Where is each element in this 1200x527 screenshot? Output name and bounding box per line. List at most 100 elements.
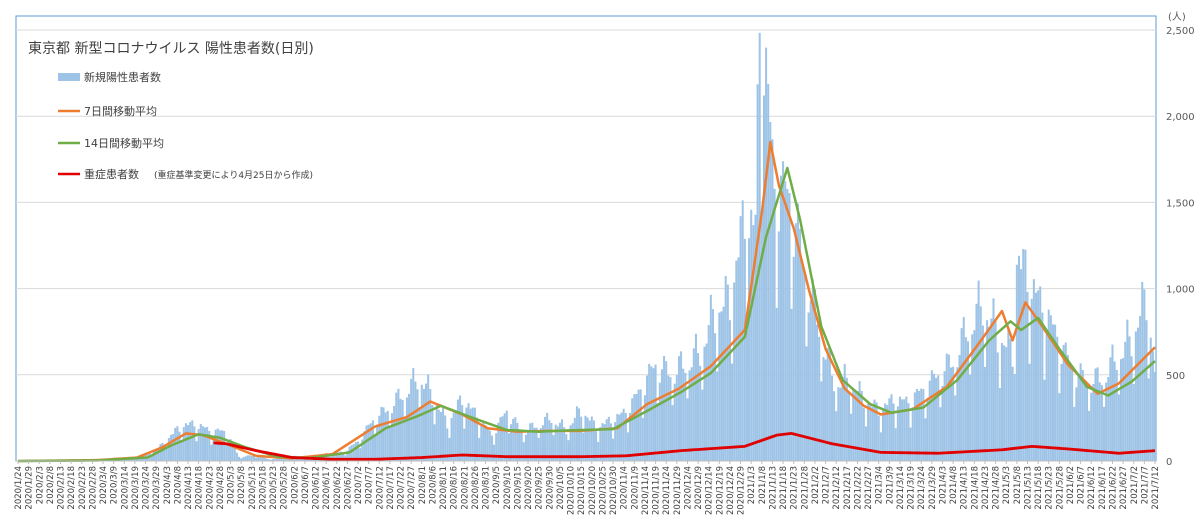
bar [425,383,428,461]
legend-label-14day-average: 14日間移動平均 [84,136,164,150]
bar [170,434,173,461]
x-tick-label: 2020/7/22 [397,466,407,510]
bar [1139,316,1142,461]
bar [796,203,799,461]
bar [886,405,889,461]
bar [603,424,606,461]
bar [391,413,394,461]
bar [433,424,436,461]
bar [246,455,249,461]
bar [1107,376,1110,461]
bar [503,413,506,461]
bar [1020,269,1023,461]
x-tick-label: 2020/10/25 [598,466,608,515]
x-tick-label: 2020/11/9 [630,466,640,510]
bar [962,316,965,461]
bar [516,422,519,461]
x-tick-label: 2020/5/13 [248,466,258,510]
x-tick-label: 2021/2/7 [822,466,832,504]
bar [637,389,640,461]
bar [274,458,277,461]
bar [986,320,989,461]
bar [879,432,882,461]
bar [858,381,861,461]
x-tick-label: 2021/4/3 [938,466,948,504]
bar [867,403,870,461]
x-tick-label: 2020/3/29 [152,466,162,510]
bar [584,415,587,461]
bar [813,289,816,461]
bar [1032,279,1035,461]
bar [612,438,615,461]
bar [223,431,226,461]
bar [998,388,1001,461]
bar [456,399,459,461]
bar [935,377,938,461]
bar [1083,381,1086,461]
bar [1028,363,1031,461]
y-tick-label: 2,500 [1166,26,1195,37]
bar [947,354,950,461]
bar [199,423,202,461]
bar [1043,379,1046,461]
bar [592,420,595,461]
bar [716,371,719,461]
bar [854,392,857,461]
x-tick-label: 2020/8/1 [418,466,428,504]
bar [569,425,572,461]
bar [624,413,627,461]
bar [493,444,496,461]
bar [267,459,270,461]
bar [945,353,948,461]
bar [439,412,442,461]
bar [845,377,848,461]
bar [163,444,166,461]
bar [841,376,844,461]
x-tick-label: 2020/7/7 [365,466,375,504]
x-tick-label: 2021/1/23 [790,466,800,510]
x-tick-label: 2021/5/13 [1023,466,1033,510]
bar [720,311,723,461]
bar [488,430,491,461]
bar [869,404,872,461]
bar [711,309,714,461]
bar [669,377,672,461]
bar [416,389,419,461]
bar [284,459,287,461]
bar [639,389,642,461]
bar [337,452,340,461]
bar [966,341,969,461]
bar [607,416,610,461]
x-tick-label: 2021/6/12 [1087,466,1097,510]
bar [393,405,396,461]
bar [775,307,778,461]
x-tick-label: 2021/2/27 [864,466,874,510]
bar [388,427,391,461]
bar [214,429,217,461]
bar [792,256,795,461]
bar [363,431,366,461]
bar [835,411,838,461]
bar [1075,387,1078,461]
bar [550,422,553,461]
bar [892,403,895,461]
bar [482,421,485,461]
x-tick-label: 2020/10/10 [567,466,577,515]
x-tick-label: 2020/5/23 [269,466,279,510]
x-tick-label: 2020/11/4 [620,466,630,510]
bar [463,428,466,461]
bar [1122,358,1125,461]
bar [782,161,785,461]
bar [395,392,398,461]
bar [960,328,963,461]
bar [167,438,170,461]
bar [818,336,821,461]
bar [898,396,901,461]
bar [1024,249,1027,461]
x-tick-label: 2021/2/17 [843,466,853,510]
x-tick-label: 2020/8/6 [428,466,438,504]
bar [758,32,761,462]
bar [218,430,221,461]
bar [558,422,561,461]
bar [969,374,972,461]
